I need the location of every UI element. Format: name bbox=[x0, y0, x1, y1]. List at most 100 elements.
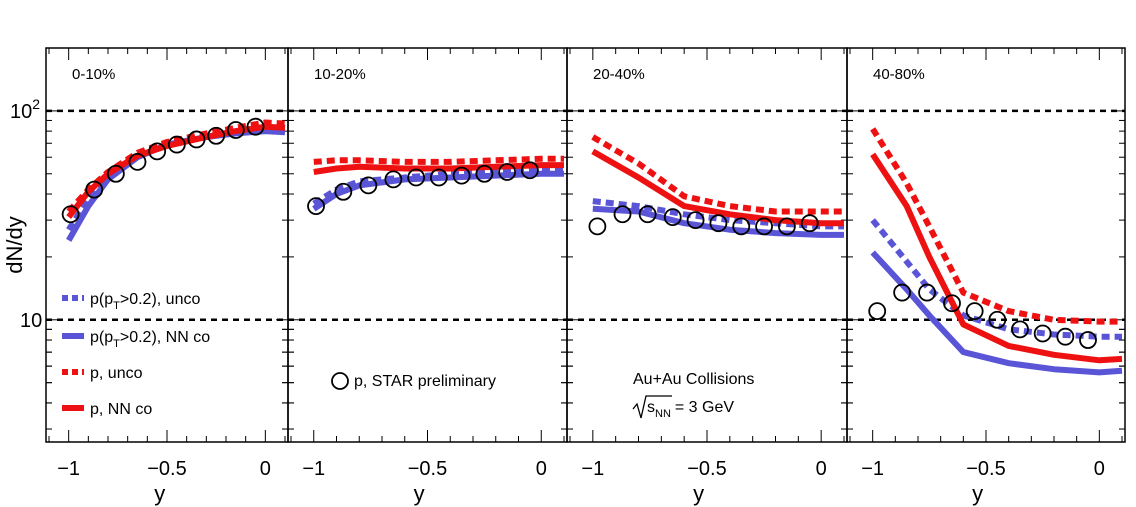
star-data-point bbox=[1056, 327, 1075, 346]
star-data-point bbox=[187, 130, 206, 149]
panel-2: −1 −0.5 0 y 20-40% bbox=[566, 47, 848, 506]
x-tick-label: 0 bbox=[536, 458, 547, 480]
annotation-energy: sNN = 3 GeV bbox=[647, 399, 734, 420]
series-line bbox=[66, 123, 286, 219]
star-data-point bbox=[778, 217, 796, 236]
star-data-point bbox=[988, 310, 1007, 329]
panel-label: 10-20% bbox=[314, 66, 366, 83]
star-data-point bbox=[307, 197, 325, 216]
star-data-point bbox=[965, 302, 984, 321]
star-data-point bbox=[61, 205, 80, 224]
y-tick-label: 10 bbox=[20, 310, 42, 332]
star-data-point bbox=[128, 152, 147, 171]
x-axis-title: y bbox=[414, 481, 425, 506]
star-data-point bbox=[429, 168, 448, 187]
panel-label: 40-80% bbox=[873, 66, 925, 83]
star-data-point bbox=[663, 208, 682, 227]
star-data-point bbox=[868, 302, 887, 321]
x-axis-title: y bbox=[972, 481, 983, 506]
panel-frame bbox=[45, 47, 289, 443]
star-data-point bbox=[520, 161, 539, 180]
legend-item-blue_unco: p(pT>0.2), unco bbox=[62, 291, 200, 312]
star-data-point bbox=[359, 176, 378, 195]
star-data-point bbox=[943, 294, 961, 313]
collision-annotation: Au+Au Collisions sNN = 3 GeV bbox=[632, 371, 754, 420]
star-data-point bbox=[918, 283, 936, 302]
panel-0: −1 −0.5 0 y 0-10% bbox=[45, 47, 289, 506]
legend-label: p, unco bbox=[90, 365, 143, 382]
legend-label: p, NN co bbox=[90, 401, 152, 418]
star-data-point bbox=[1079, 331, 1097, 349]
star-data-point bbox=[588, 217, 607, 236]
x-tick-label: −1 bbox=[302, 458, 325, 480]
star-data-point bbox=[384, 170, 403, 189]
star-data-point bbox=[246, 117, 265, 136]
x-tick-label: 0 bbox=[260, 458, 271, 480]
star-data-point bbox=[686, 211, 705, 230]
star-data-point bbox=[106, 164, 125, 183]
annotation-collisions: Au+Au Collisions bbox=[633, 371, 754, 388]
star-legend-label: p, STAR preliminary bbox=[354, 373, 496, 390]
panel-frame bbox=[846, 47, 1126, 443]
star-data-point bbox=[207, 126, 226, 145]
star-legend-marker bbox=[331, 372, 349, 390]
legend-item-blue_co: p(pT>0.2), NN co bbox=[62, 329, 210, 350]
series-line bbox=[870, 127, 1122, 325]
star-data-point bbox=[475, 164, 494, 183]
y-axis-title: dN/dy bbox=[2, 216, 27, 273]
series-line bbox=[591, 134, 844, 215]
x-tick-label: −1 bbox=[581, 458, 604, 480]
x-tick-label: 0 bbox=[816, 458, 827, 480]
panel-3: −1 −0.5 0 y 40-80% bbox=[846, 47, 1126, 506]
x-tick-label: 0 bbox=[1094, 458, 1105, 480]
star-data-point bbox=[148, 142, 167, 161]
x-tick-label: −1 bbox=[57, 458, 80, 480]
star-data-point bbox=[638, 205, 657, 224]
star-legend: p, STAR preliminary bbox=[331, 372, 496, 390]
series-line bbox=[313, 162, 564, 175]
series-line bbox=[592, 205, 844, 238]
panel-label: 0-10% bbox=[72, 66, 115, 83]
series-line bbox=[66, 119, 286, 214]
legend: p(pT>0.2), unco p(pT>0.2), NN co p, unco p,… bbox=[62, 291, 210, 418]
star-data-point bbox=[167, 135, 186, 154]
legend-item-red_co: p, NN co bbox=[62, 401, 152, 418]
panels-layer: −1 −0.5 0 y 0-10% −1 −0.5 0 y 10-20% −1 −0.5 0 y 20-40… bbox=[10, 47, 1126, 506]
x-tick-label: −0.5 bbox=[966, 458, 1005, 480]
star-data-point bbox=[498, 163, 517, 181]
legend-label: p(pT>0.2), NN co bbox=[90, 329, 210, 350]
x-tick-label: −1 bbox=[861, 458, 884, 480]
series-line bbox=[313, 155, 564, 165]
star-data-point bbox=[732, 217, 751, 236]
series-line bbox=[870, 218, 1122, 340]
panel-1: −1 −0.5 0 y 10-20% bbox=[287, 47, 568, 506]
star-data-point bbox=[226, 121, 245, 139]
star-data-point bbox=[1011, 320, 1029, 339]
star-data-point bbox=[85, 180, 104, 199]
y-tick-label: 102 bbox=[10, 96, 40, 123]
legend-label: p(pT>0.2), unco bbox=[90, 291, 200, 312]
x-tick-label: −0.5 bbox=[147, 458, 186, 480]
x-tick-label: −0.5 bbox=[408, 458, 447, 480]
x-tick-label: −0.5 bbox=[687, 458, 726, 480]
legend-item-red_unco: p, unco bbox=[62, 365, 143, 382]
series-line bbox=[312, 170, 564, 212]
y-axis-title-text: dN/dy bbox=[2, 216, 27, 273]
x-axis-title: y bbox=[693, 481, 704, 506]
star-data-point bbox=[407, 168, 426, 187]
series-line bbox=[870, 152, 1123, 364]
sqrt-symbol bbox=[632, 395, 672, 419]
star-data-point bbox=[709, 214, 728, 233]
series-line bbox=[592, 198, 844, 230]
series-line bbox=[591, 148, 844, 227]
star-data-point bbox=[893, 283, 912, 302]
star-data-point bbox=[334, 182, 353, 201]
star-data-point bbox=[452, 166, 471, 185]
star-data-point bbox=[755, 217, 773, 236]
x-axis-title: y bbox=[154, 481, 165, 506]
y-tick-label-exponent: 2 bbox=[32, 96, 40, 112]
panel-label: 20-40% bbox=[593, 66, 645, 83]
star-data-point bbox=[1033, 324, 1052, 343]
star-data-point bbox=[800, 214, 819, 233]
